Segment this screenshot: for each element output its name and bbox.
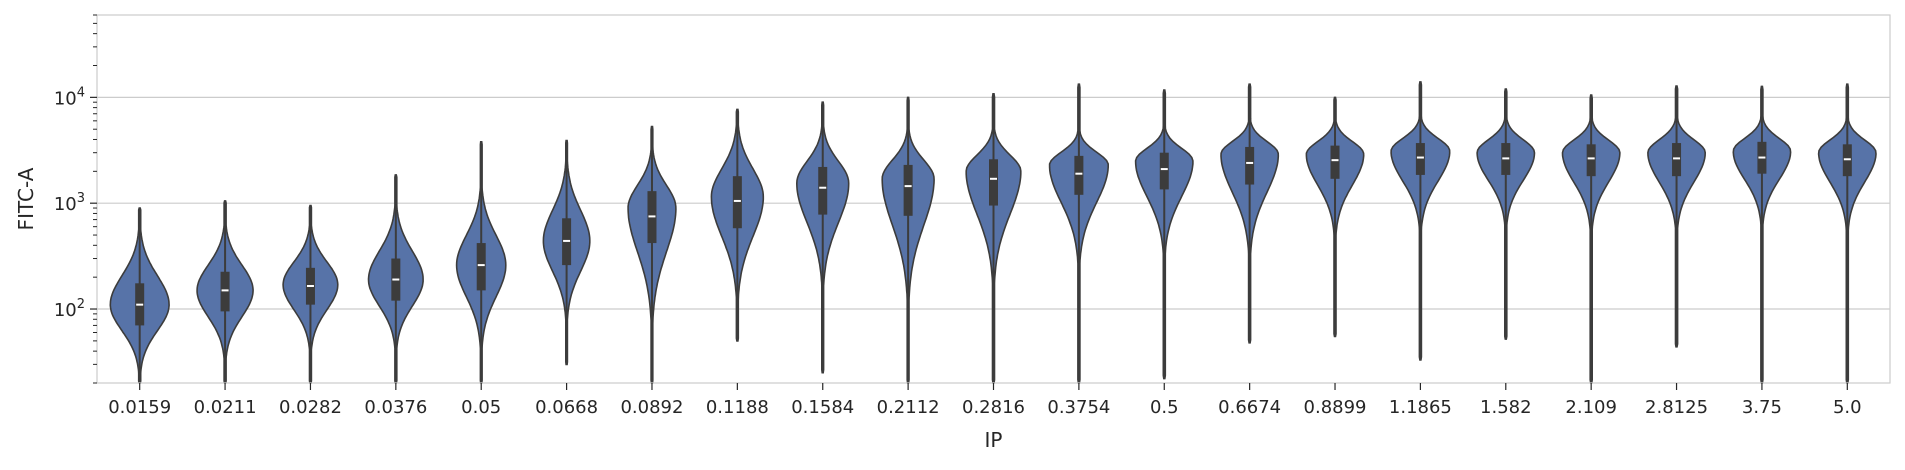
- violin-iqr-box: [1672, 143, 1682, 177]
- x-tick-label: 2.109: [1565, 397, 1617, 418]
- violin-iqr-box: [732, 176, 742, 229]
- y-tick-label: 103: [54, 191, 85, 215]
- x-tick-label: 3.75: [1742, 397, 1782, 418]
- x-tick-label: 5.0: [1833, 397, 1862, 418]
- violin-iqr-box: [1074, 155, 1084, 195]
- x-tick-label: 0.0668: [535, 397, 598, 418]
- x-tick-label: 0.1584: [791, 397, 854, 418]
- violin-layer: [109, 81, 1877, 384]
- violin-iqr-box: [220, 271, 230, 312]
- x-tick-label: 0.6674: [1218, 397, 1281, 418]
- x-tick-label: 1.1865: [1389, 397, 1452, 418]
- x-tick-label: 2.8125: [1645, 397, 1708, 418]
- axis-layer: 102 103 104 0.0159 0.0211 0.0282 0.0376 0.05 0.0…: [54, 14, 1862, 418]
- x-tick-label: 0.2816: [962, 397, 1025, 418]
- y-tick-label: 102: [54, 297, 85, 321]
- violin-iqr-box: [903, 164, 913, 216]
- x-tick-label: 0.0376: [364, 397, 427, 418]
- x-tick-label: 0.05: [461, 397, 501, 418]
- violin-iqr-box: [989, 159, 998, 206]
- x-axis-label: IP: [985, 428, 1003, 452]
- violin-iqr-box: [818, 166, 828, 215]
- x-tick-label: 0.3754: [1047, 397, 1110, 418]
- violin-iqr-box: [1159, 152, 1169, 190]
- x-tick-label: 0.0159: [108, 397, 171, 418]
- x-tick-label: 0.0282: [279, 397, 342, 418]
- violin-iqr-box: [476, 243, 486, 291]
- y-tick-label: 104: [54, 85, 85, 109]
- violin-iqr-box: [1586, 144, 1596, 177]
- violin-iqr-box: [1415, 143, 1425, 175]
- x-tick-label: 0.8899: [1304, 397, 1367, 418]
- x-tick-label: 0.1188: [706, 397, 769, 418]
- x-tick-label: 0.2112: [877, 397, 940, 418]
- y-axis-label: FITC-A: [14, 167, 38, 230]
- x-tick-label: 1.582: [1480, 397, 1532, 418]
- x-tick-label: 0.5: [1150, 397, 1179, 418]
- x-tick-label: 0.0892: [620, 397, 683, 418]
- x-tick-label: 0.0211: [194, 397, 257, 418]
- violin-iqr-box: [1245, 146, 1255, 185]
- violin-iqr-box: [1330, 145, 1340, 179]
